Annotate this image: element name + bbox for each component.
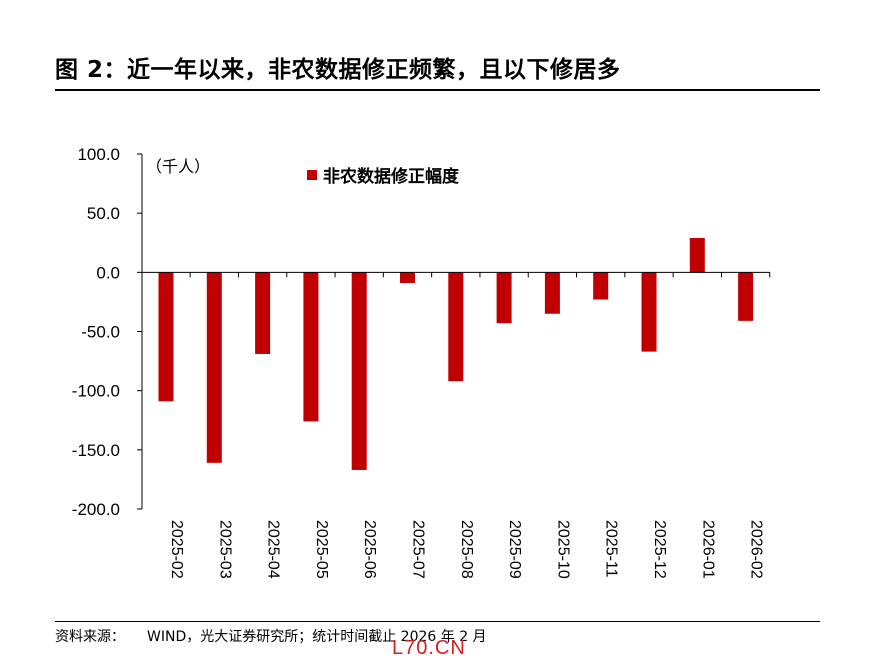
y-tick-label: 50.0 [87,204,120,223]
bar [206,272,222,463]
x-tick-label: 2025-10 [554,520,571,579]
y-tick-label: -50.0 [81,323,120,342]
y-tick-label: 0.0 [96,263,120,282]
source-note: 资料来源： WIND，光大证券研究所；统计时间截止 2026 年 2 月 [55,626,487,646]
bar [448,272,464,382]
legend-swatch [307,170,317,180]
legend-label: 非农数据修正幅度 [323,166,460,186]
x-tick-label: 2025-05 [313,520,330,579]
page-title: 图 2：近一年以来，非农数据修正频繁，且以下修居多 [55,57,621,83]
y-tick-label: -150.0 [72,441,120,460]
x-tick-label: 2025-09 [506,520,523,579]
bar [351,272,367,470]
x-tick-label: 2025-08 [458,520,475,579]
bar [641,272,657,352]
bar [255,272,271,354]
bar [400,272,415,283]
bar [593,272,609,300]
y-axis: 100.0 50.0 0.0 -50.0 -100.0 -150.0 -200.0 [72,145,143,519]
x-tick-label: 2025-12 [651,520,668,579]
watermark-text: L70.CN [392,637,466,659]
x-tick-label: 2025-11 [603,520,620,578]
x-tick-label: 2026-01 [699,520,716,579]
y-tick-label: -200.0 [72,500,120,519]
bar [689,238,705,273]
bar [158,272,174,402]
x-tick-label: 2025-07 [410,520,427,579]
x-axis: 2025-02 2025-03 2025-04 2025-05 2025-06 2025-… [141,271,771,579]
bar [544,272,560,314]
bar-chart: 100.0 50.0 0.0 -50.0 -100.0 -150.0 -200.0 2025… [72,145,771,579]
bar [738,272,754,321]
x-tick-label: 2026-02 [748,520,765,579]
bar-series [158,238,754,470]
x-tick-label: 2025-06 [361,520,378,579]
title-divider [55,89,820,91]
x-tick-label: 2025-02 [168,520,185,579]
y-tick-label: 100.0 [77,145,120,164]
y-tick-label: -100.0 [72,382,120,401]
footer-divider [55,621,820,622]
x-tick-label: 2025-03 [216,520,233,579]
bar [303,272,319,422]
bar [496,272,512,324]
source-label: 资料来源： [55,629,125,645]
unit-label: （千人） [146,158,210,176]
x-tick-label: 2025-04 [265,520,282,579]
source-text: WIND，光大证券研究所；统计时间截止 2026 年 2 月 [147,629,487,645]
